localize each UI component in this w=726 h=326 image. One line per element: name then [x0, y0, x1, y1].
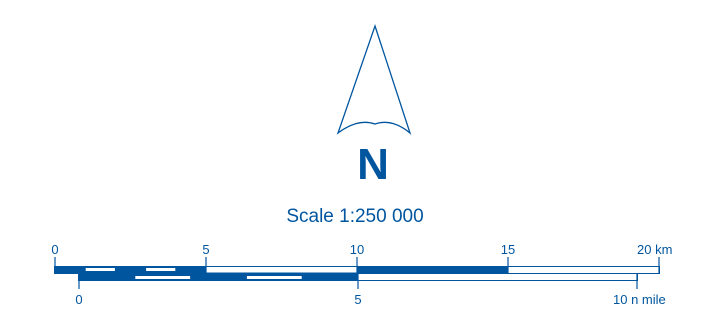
nmile-scale-bar: 0 5 10 n mile — [75, 273, 665, 307]
km-scale-bar: 0 5 10 15 20 km — [51, 242, 672, 274]
scale-ratio-label: Scale 1:250 000 — [286, 206, 423, 227]
km-segment-10-15 — [357, 266, 508, 273]
km-subdivision-3 — [146, 268, 175, 271]
km-tick-label-0: 0 — [51, 242, 58, 257]
nmile-subdivision-3 — [247, 276, 302, 279]
nmile-tick-label-0: 0 — [75, 292, 82, 307]
km-segment-0-5 — [55, 266, 206, 273]
nmile-subdivision-1 — [135, 276, 190, 279]
km-tick-label-5: 5 — [202, 242, 209, 257]
nmile-segment-0-5 — [79, 273, 358, 280]
km-tick-label-10: 10 — [350, 242, 364, 257]
nmile-tick-label-10: 10 n mile — [613, 292, 666, 307]
nmile-tick-label-5: 5 — [354, 292, 361, 307]
north-letter: N — [357, 140, 389, 189]
km-subdivision-1 — [86, 268, 115, 271]
north-arrow-icon — [338, 26, 410, 133]
km-tick-label-15: 15 — [501, 242, 515, 257]
km-tick-label-20: 20 km — [637, 242, 672, 257]
